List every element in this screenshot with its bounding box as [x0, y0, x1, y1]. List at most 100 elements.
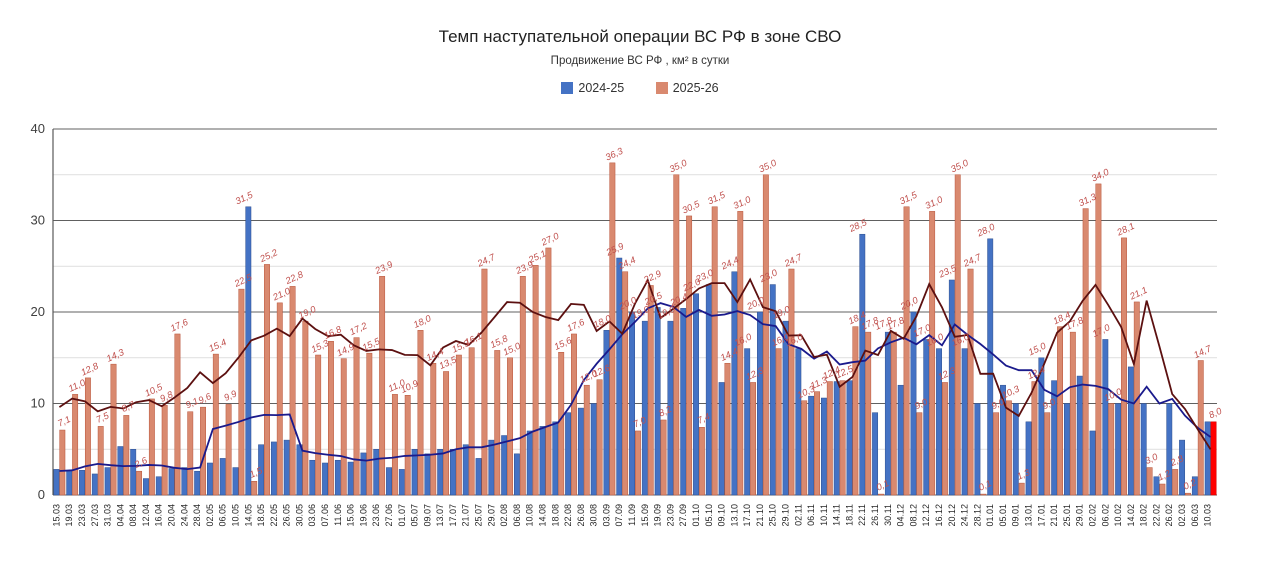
- svg-text:24.04: 24.04: [179, 504, 189, 527]
- svg-text:18.02: 18.02: [1139, 504, 1149, 527]
- svg-text:05.01: 05.01: [998, 504, 1008, 527]
- svg-text:27.09: 27.09: [678, 504, 688, 527]
- svg-text:31.03: 31.03: [103, 504, 113, 527]
- svg-text:20: 20: [31, 304, 45, 319]
- svg-text:12.12: 12.12: [921, 504, 931, 527]
- svg-text:22.08: 22.08: [563, 504, 573, 527]
- svg-text:7,1: 7,1: [56, 414, 72, 429]
- svg-text:15.03: 15.03: [51, 504, 61, 527]
- svg-text:11.06: 11.06: [333, 504, 343, 526]
- svg-text:19.03: 19.03: [64, 504, 74, 527]
- svg-text:08.12: 08.12: [908, 504, 918, 527]
- svg-text:08.04: 08.04: [128, 504, 138, 527]
- svg-text:04.04: 04.04: [115, 504, 125, 527]
- svg-text:01.01: 01.01: [985, 504, 995, 527]
- svg-text:17,2: 17,2: [348, 320, 369, 337]
- svg-text:29.01: 29.01: [1075, 504, 1085, 527]
- svg-text:15,6: 15,6: [553, 335, 574, 352]
- svg-text:27,0: 27,0: [539, 231, 561, 248]
- svg-text:22.11: 22.11: [857, 504, 867, 526]
- svg-text:07.09: 07.09: [614, 504, 624, 527]
- svg-text:9,9: 9,9: [222, 388, 238, 403]
- svg-text:26.05: 26.05: [282, 504, 292, 527]
- svg-text:02.03: 02.03: [1177, 504, 1187, 527]
- svg-text:31,0: 31,0: [924, 194, 945, 211]
- svg-text:26.08: 26.08: [576, 504, 586, 527]
- svg-text:14.02: 14.02: [1126, 504, 1136, 527]
- svg-text:26.11: 26.11: [870, 504, 880, 526]
- svg-text:24,4: 24,4: [719, 255, 741, 272]
- svg-text:21,1: 21,1: [1127, 285, 1149, 302]
- svg-text:10: 10: [31, 396, 45, 411]
- svg-text:23.06: 23.06: [371, 504, 381, 527]
- svg-text:36,3: 36,3: [604, 145, 625, 162]
- svg-text:06.08: 06.08: [512, 504, 522, 527]
- svg-text:04.12: 04.12: [896, 504, 906, 527]
- svg-text:10.03: 10.03: [1203, 504, 1213, 527]
- svg-text:06.11: 06.11: [806, 504, 816, 526]
- svg-text:24.12: 24.12: [960, 504, 970, 527]
- svg-text:16.12: 16.12: [934, 504, 944, 527]
- svg-text:17.10: 17.10: [742, 504, 752, 527]
- svg-text:12.04: 12.04: [141, 504, 151, 527]
- svg-text:27.03: 27.03: [90, 504, 100, 527]
- svg-text:30.11: 30.11: [883, 504, 893, 526]
- svg-text:28,0: 28,0: [975, 221, 997, 238]
- svg-text:35,0: 35,0: [668, 157, 689, 174]
- svg-text:21,0: 21,0: [270, 285, 292, 302]
- svg-text:13.07: 13.07: [435, 504, 445, 527]
- svg-text:16.04: 16.04: [154, 504, 164, 527]
- svg-text:18.08: 18.08: [550, 504, 560, 527]
- svg-text:31,5: 31,5: [234, 189, 255, 206]
- svg-text:14,9: 14,9: [335, 342, 356, 359]
- svg-text:24,4: 24,4: [616, 255, 638, 272]
- svg-text:22,8: 22,8: [283, 269, 305, 286]
- svg-text:20.12: 20.12: [947, 504, 957, 527]
- svg-text:03.09: 03.09: [601, 504, 611, 527]
- svg-text:22.05: 22.05: [269, 504, 279, 527]
- svg-text:01.10: 01.10: [691, 504, 701, 527]
- svg-text:10.02: 10.02: [1113, 504, 1123, 527]
- svg-text:0: 0: [38, 487, 45, 502]
- svg-text:8,0: 8,0: [1207, 405, 1224, 420]
- svg-text:18.11: 18.11: [844, 504, 854, 526]
- svg-text:28,5: 28,5: [847, 217, 869, 234]
- svg-text:28,1: 28,1: [1115, 221, 1137, 238]
- svg-text:10.05: 10.05: [230, 504, 240, 527]
- svg-text:31,3: 31,3: [1077, 191, 1098, 208]
- svg-text:29.10: 29.10: [780, 504, 790, 527]
- svg-text:06.02: 06.02: [1100, 504, 1110, 527]
- svg-text:23.03: 23.03: [77, 504, 87, 527]
- svg-text:29.07: 29.07: [486, 504, 496, 527]
- svg-text:8,7: 8,7: [120, 399, 137, 414]
- svg-text:21.01: 21.01: [1049, 504, 1059, 527]
- svg-text:09.01: 09.01: [1011, 504, 1021, 527]
- svg-text:19.09: 19.09: [653, 504, 663, 527]
- svg-text:19,0: 19,0: [297, 304, 318, 321]
- svg-text:22.02: 22.02: [1151, 504, 1161, 527]
- svg-text:31,0: 31,0: [732, 194, 753, 211]
- svg-text:17,6: 17,6: [565, 317, 586, 334]
- svg-text:17,0: 17,0: [1091, 322, 1112, 339]
- svg-text:20.04: 20.04: [167, 504, 177, 527]
- svg-text:09.07: 09.07: [422, 504, 432, 527]
- svg-text:11,0: 11,0: [67, 377, 88, 394]
- svg-text:16,8: 16,8: [322, 324, 343, 341]
- svg-text:13.01: 13.01: [1024, 504, 1034, 527]
- svg-text:30.05: 30.05: [294, 504, 304, 527]
- svg-text:11.09: 11.09: [627, 504, 637, 526]
- svg-text:14.05: 14.05: [243, 504, 253, 527]
- svg-text:25.07: 25.07: [474, 504, 484, 527]
- svg-text:13.10: 13.10: [729, 504, 739, 527]
- svg-text:03.06: 03.06: [307, 504, 317, 527]
- svg-text:05.10: 05.10: [704, 504, 714, 527]
- svg-text:26.02: 26.02: [1164, 504, 1174, 527]
- svg-text:21.10: 21.10: [755, 504, 765, 527]
- svg-text:15.09: 15.09: [640, 504, 650, 527]
- svg-text:06.05: 06.05: [218, 504, 228, 527]
- svg-text:14.08: 14.08: [537, 504, 547, 527]
- svg-text:30.08: 30.08: [589, 504, 599, 527]
- svg-text:34,0: 34,0: [1090, 166, 1111, 183]
- svg-text:14.11: 14.11: [832, 504, 842, 526]
- svg-text:17.07: 17.07: [448, 504, 458, 527]
